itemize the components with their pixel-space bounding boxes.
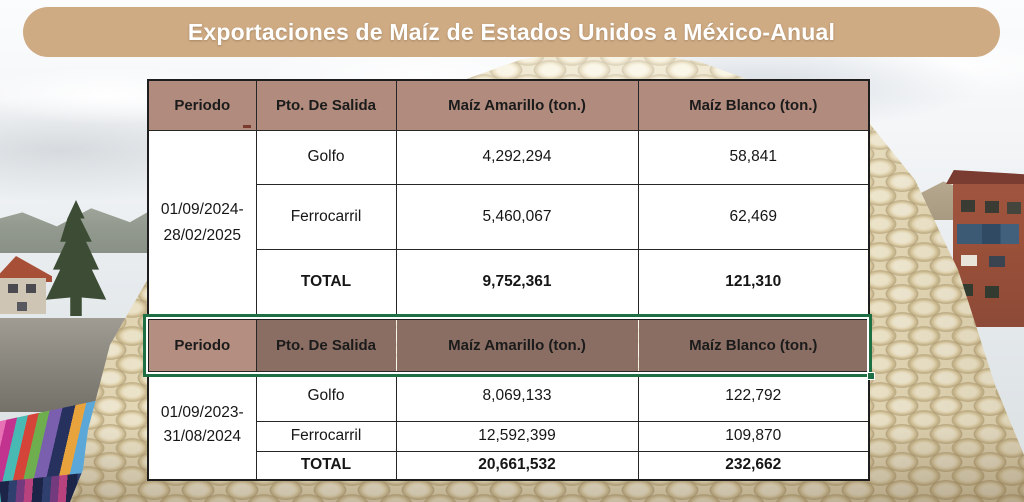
t1-cell-total-blanco[interactable]: 121,310 — [637, 248, 870, 317]
t1-cell-golfo[interactable]: Golfo — [255, 129, 397, 185]
t1-header-salida[interactable]: Pto. De Salida — [255, 79, 397, 131]
t2-cell-ferrocarril-blanco[interactable]: 109,870 — [637, 420, 870, 452]
brick-building-roof-shape — [946, 170, 1024, 184]
t2-cell-total-blanco[interactable]: 232,662 — [637, 450, 870, 481]
t2-cell-ferrocarril[interactable]: Ferrocarril — [255, 420, 397, 452]
t2-header-periodo[interactable]: Periodo — [147, 318, 257, 372]
title-banner: Exportaciones de Maíz de Estados Unidos … — [23, 7, 1000, 57]
t1-cell-ferrocarril[interactable]: Ferrocarril — [255, 183, 397, 250]
t1-cell-golfo-amarillo[interactable]: 4,292,294 — [395, 129, 639, 185]
t2-cell-golfo-blanco[interactable]: 122,792 — [637, 370, 870, 422]
selection-fill-handle[interactable] — [867, 372, 875, 380]
t1-header-blanco[interactable]: Maíz Blanco (ton.) — [637, 79, 870, 131]
page-title: Exportaciones de Maíz de Estados Unidos … — [187, 18, 836, 45]
t1-header-amarillo[interactable]: Maíz Amarillo (ton.) — [395, 79, 639, 131]
t1-cell-ferrocarril-blanco[interactable]: 62,469 — [637, 183, 870, 250]
export-table-2023-2024: Periodo Pto. De Salida Maíz Amarillo (to… — [147, 318, 870, 481]
t2-cell-total-amarillo[interactable]: 20,661,532 — [395, 450, 639, 481]
house-windows-shape — [8, 284, 18, 293]
building-windows-row1 — [961, 200, 975, 212]
building-glass-band — [957, 224, 1019, 244]
t1-cell-ferrocarril-amarillo[interactable]: 5,460,067 — [395, 183, 639, 250]
t1-cell-total-label[interactable]: TOTAL — [255, 248, 397, 317]
house-body-shape — [0, 278, 46, 314]
export-table-2024-2025: Periodo Pto. De Salida Maíz Amarillo (to… — [147, 79, 870, 317]
t2-period-line2: 31/08/2024 — [163, 428, 242, 446]
t1-cell-total-amarillo[interactable]: 9,752,361 — [395, 248, 639, 317]
t2-cell-total-label[interactable]: TOTAL — [255, 450, 397, 481]
building-windows-row2 — [961, 255, 977, 266]
t1-period-line2: 28/02/2025 — [163, 226, 242, 244]
t2-cell-golfo[interactable]: Golfo — [255, 370, 397, 422]
t2-cell-golfo-amarillo[interactable]: 8,069,133 — [395, 370, 639, 422]
t2-period-line1: 01/09/2023- — [160, 404, 244, 422]
periodo-filter-dash-icon — [243, 125, 251, 128]
t1-period-line1: 01/09/2024- — [160, 200, 244, 218]
t2-header-salida[interactable]: Pto. De Salida — [255, 318, 397, 372]
t2-cell-ferrocarril-amarillo[interactable]: 12,592,399 — [395, 420, 639, 452]
t2-header-amarillo[interactable]: Maíz Amarillo (ton.) — [395, 318, 639, 372]
t2-header-blanco[interactable]: Maíz Blanco (ton.) — [637, 318, 870, 372]
t2-period-cell[interactable]: 01/09/2023- 31/08/2024 — [147, 370, 257, 481]
t1-period-cell[interactable]: 01/09/2024- 28/02/2025 — [147, 129, 257, 317]
t1-cell-golfo-blanco[interactable]: 58,841 — [637, 129, 870, 185]
t1-header-periodo[interactable]: Periodo — [147, 79, 257, 131]
selection-border — [143, 314, 875, 380]
